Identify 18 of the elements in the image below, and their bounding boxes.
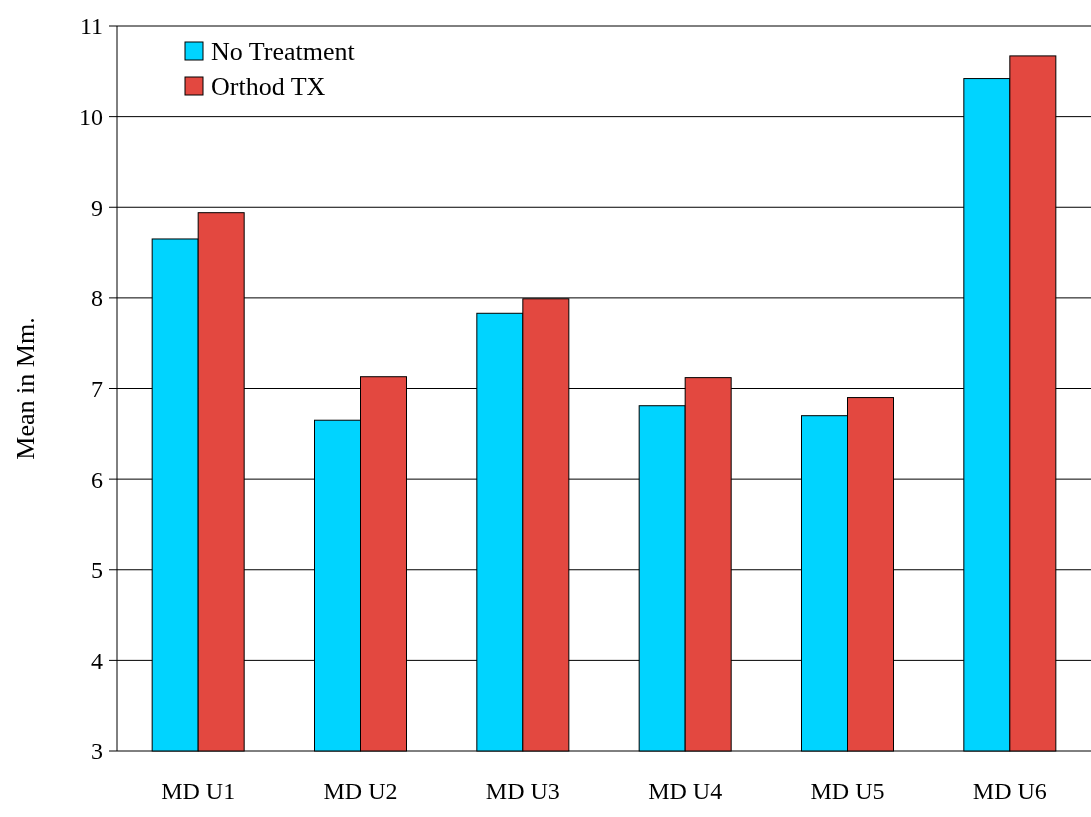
- y-tick-label: 7: [91, 375, 103, 402]
- x-tick-label: MD U3: [485, 778, 560, 804]
- y-tick-label: 4: [91, 647, 103, 674]
- y-tick-label: 11: [79, 13, 103, 40]
- x-tick-label: MD U6: [972, 778, 1047, 804]
- y-tick-label: 9: [91, 194, 103, 221]
- x-tick-label: MD U1: [161, 778, 236, 804]
- x-tick-label: MD U5: [810, 778, 885, 804]
- y-tick-label: 3: [91, 738, 103, 765]
- y-tick-label: 8: [91, 285, 103, 312]
- y-tick-label: 6: [91, 466, 103, 493]
- x-tick-label: MD U4: [648, 778, 723, 804]
- y-tick-label: 10: [79, 104, 103, 131]
- y-tick-label: 5: [91, 557, 103, 584]
- legend-label: No Treatment: [211, 37, 356, 67]
- y-axis-title: Mean in Mm.: [11, 317, 40, 460]
- legend-label: Orthod TX: [211, 72, 326, 102]
- x-tick-label: MD U2: [323, 778, 398, 804]
